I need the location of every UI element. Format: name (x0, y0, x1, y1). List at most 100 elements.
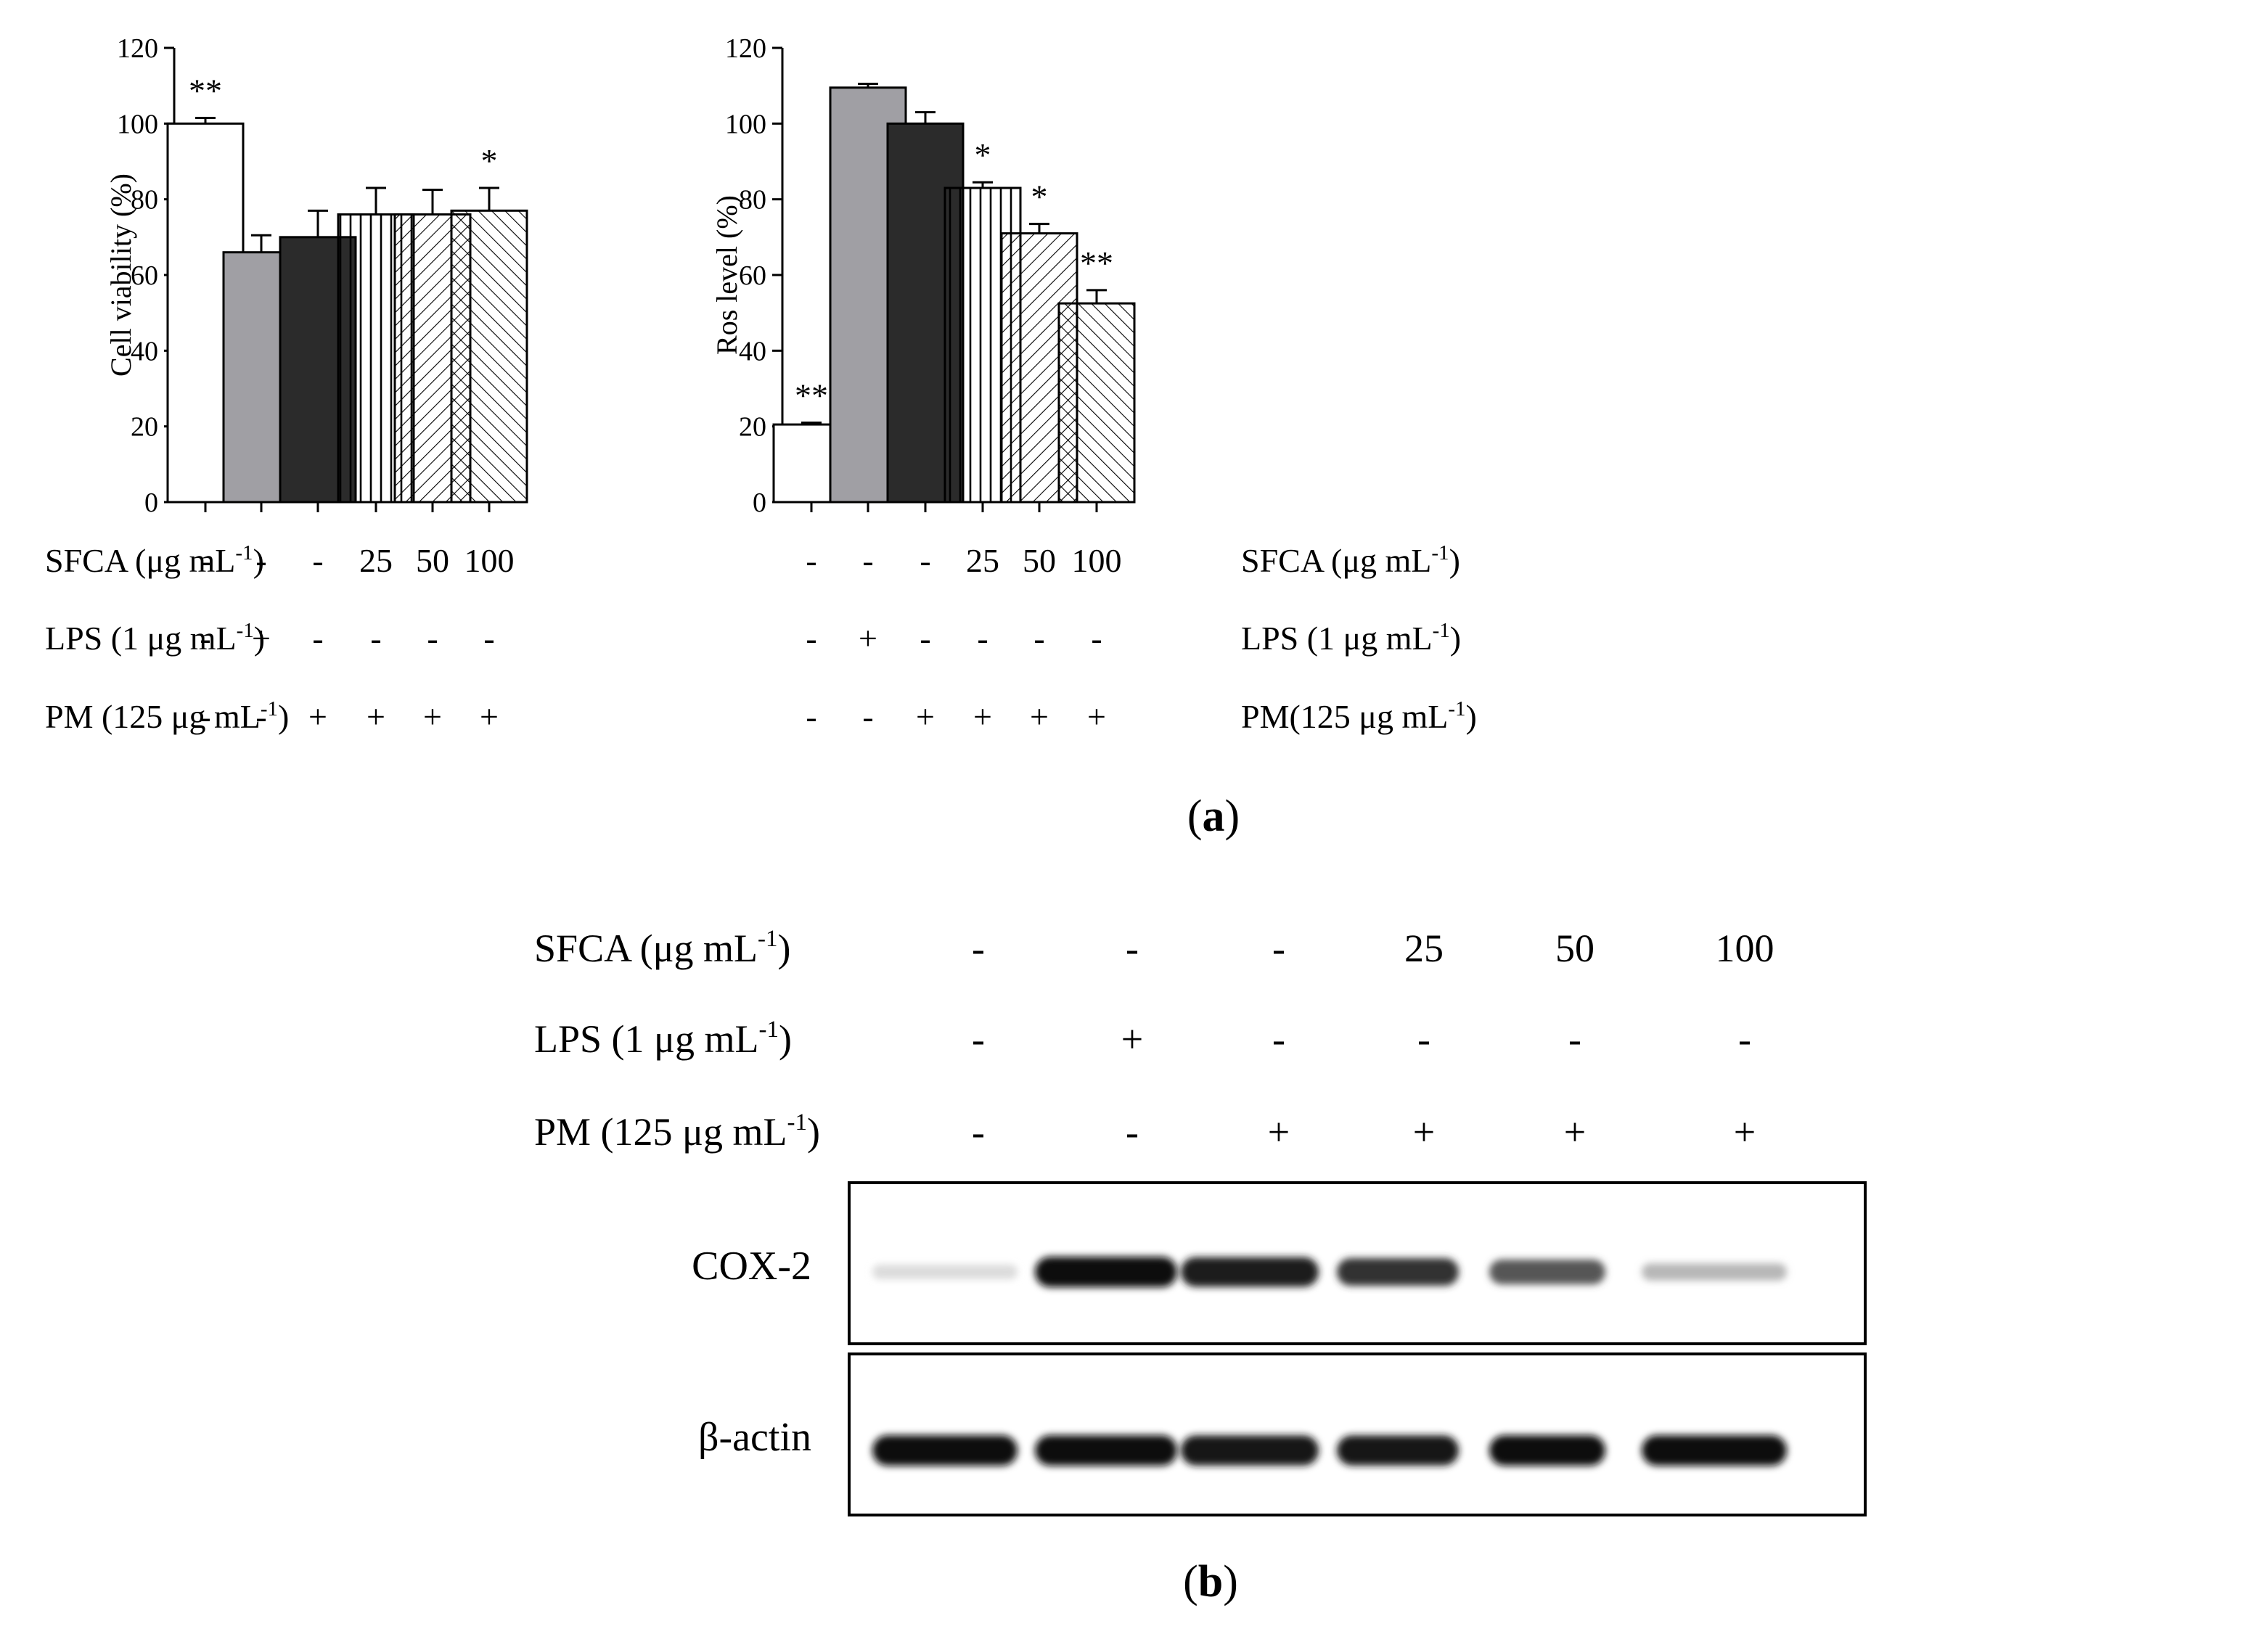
significance-marker: ** (189, 73, 222, 110)
y-axis-label: Cell viability (%) (105, 173, 137, 377)
treatment-value: + (916, 698, 935, 735)
blot-protein-label: β-actin (698, 1415, 811, 1460)
blot-treatment-value: + (1121, 1017, 1143, 1061)
blot-treatment-label: LPS (1 μg mL-1) (534, 1017, 792, 1061)
treatment-value: + (423, 698, 442, 735)
blot-band (1642, 1263, 1787, 1281)
y-tick-label: 0 (144, 488, 158, 518)
y-axis-label: Ros level (%) (711, 195, 743, 355)
treatment-value: + (367, 698, 385, 735)
blot-band (1489, 1435, 1605, 1466)
y-tick-label: 60 (131, 260, 158, 291)
y-tick-label: 20 (739, 412, 766, 443)
bar (450, 209, 528, 504)
y-tick-label: 20 (131, 412, 158, 443)
treatment-value: - (200, 698, 210, 735)
treatment-label: LPS (1 μg mL-1) (1241, 619, 1461, 657)
blot-treatment-value: - (1272, 927, 1285, 970)
blot-band (1642, 1435, 1787, 1466)
blot-treatment-value: 100 (1716, 927, 1774, 970)
blot-band (1337, 1257, 1459, 1286)
y-tick-label: 80 (131, 185, 158, 215)
treatment-value: - (806, 542, 816, 579)
treatment-value: - (255, 542, 266, 579)
treatment-label: PM(125 μg mL-1) (1241, 697, 1477, 735)
blot-treatment-value: - (972, 1017, 985, 1061)
significance-marker: * (975, 136, 991, 173)
treatment-value: 100 (464, 542, 515, 579)
treatment-value: 25 (359, 542, 393, 579)
blot-band (1035, 1257, 1177, 1287)
blot-treatment-label: SFCA (μg mL-1) (534, 926, 791, 970)
treatment-value: - (312, 620, 323, 657)
y-tick-label: 80 (739, 185, 766, 215)
blot-treatment-value: 50 (1555, 927, 1594, 970)
blot-treatment-value: - (972, 927, 985, 970)
y-tick-label: 120 (117, 33, 158, 64)
treatment-value: - (862, 698, 873, 735)
treatment-value: - (255, 698, 266, 735)
y-tick-label: 100 (725, 109, 766, 139)
blot-band (1489, 1259, 1605, 1285)
y-tick-label: 100 (117, 109, 158, 139)
treatment-value: + (1030, 698, 1049, 735)
y-tick-label: 120 (725, 33, 766, 64)
blot-frame (848, 1352, 1867, 1516)
treatment-value: - (312, 542, 323, 579)
blot-treatment-value: - (1568, 1017, 1581, 1061)
treatment-value: - (920, 620, 930, 657)
treatment-label: LPS (1 μg mL-1) (45, 619, 265, 657)
treatment-value: - (200, 542, 210, 579)
blot-band (872, 1435, 1018, 1466)
treatment-value: 50 (416, 542, 449, 579)
blot-band (1035, 1435, 1177, 1466)
treatment-value: - (1033, 620, 1044, 657)
western-blot: SFCA (μg mL-1) - - - 25 50 100 LPS (1 μg mL-1) -… (534, 926, 1867, 1516)
treatment-value: - (1091, 620, 1102, 657)
blot-treatment-value: + (1268, 1110, 1290, 1154)
blot-treatment-value: - (972, 1110, 985, 1154)
panel-b-label: (b) (1183, 1557, 1238, 1606)
treatment-value: + (1087, 698, 1106, 735)
blot-treatment-value: 25 (1404, 927, 1444, 970)
treatment-value: + (973, 698, 992, 735)
treatment-value: 50 (1023, 542, 1056, 579)
y-tick-label: 40 (131, 336, 158, 366)
treatment-value: - (977, 620, 988, 657)
treatment-value: - (200, 620, 210, 657)
treatment-value: - (920, 542, 930, 579)
y-tick-label: 60 (739, 260, 766, 291)
blot-treatment-value: - (1126, 927, 1139, 970)
treatment-value: - (806, 698, 816, 735)
blot-treatment-value: + (1734, 1110, 1756, 1154)
blot-protein-label: COX-2 (692, 1244, 811, 1289)
treatment-value: + (859, 620, 877, 657)
treatment-value: + (252, 620, 271, 657)
treatment-value: + (308, 698, 327, 735)
blot-band (1181, 1257, 1319, 1287)
treatment-value: 100 (1072, 542, 1122, 579)
blot-treatment-value: - (1126, 1110, 1139, 1154)
blot-band (1337, 1435, 1459, 1466)
significance-marker: ** (795, 377, 828, 414)
blot-band (1181, 1435, 1319, 1466)
treatment-value: + (480, 698, 499, 735)
blot-treatment-value: + (1564, 1110, 1586, 1154)
treatment-value: - (370, 620, 381, 657)
treatment-value: - (427, 620, 438, 657)
blot-treatment-value: + (1413, 1110, 1435, 1154)
blot-treatment-value: - (1738, 1017, 1751, 1061)
blot-treatment-value: - (1417, 1017, 1430, 1061)
bar (1057, 302, 1136, 504)
treatment-label: SFCA (μg mL-1) (1241, 541, 1460, 579)
significance-marker: * (1031, 178, 1048, 215)
treatment-label: SFCA (μg mL-1) (45, 541, 264, 579)
treatment-value: - (806, 620, 816, 657)
blot-band (872, 1265, 1018, 1279)
treatment-label: PM (125 μg mL-1) (45, 697, 289, 735)
treatment-value: 25 (966, 542, 999, 579)
